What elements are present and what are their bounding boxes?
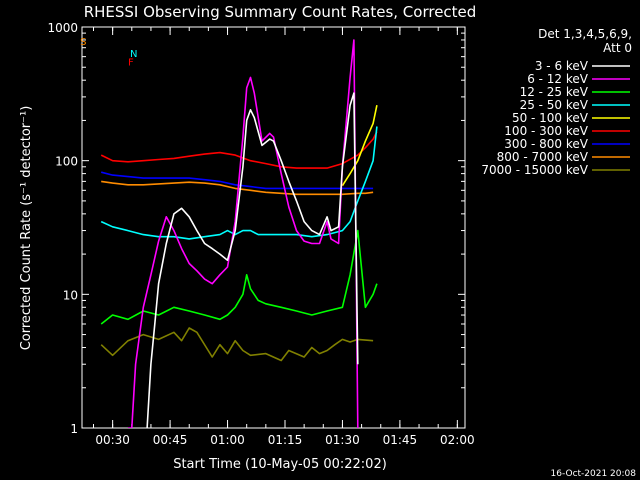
x-tick-label: 01:30 — [325, 433, 360, 447]
legend-label-4: 25 - 50 keV — [520, 98, 589, 112]
series-line-8 — [101, 180, 374, 196]
series-line-1 — [146, 92, 359, 428]
series-line-4 — [100, 126, 378, 240]
legend-label-9: 7000 - 15000 keV — [481, 163, 588, 177]
y-tick-label: 100 — [55, 155, 78, 169]
legend-label-2: 6 - 12 keV — [527, 72, 589, 86]
marker-label-n: N — [130, 49, 137, 60]
marker-label-s: S — [80, 37, 86, 48]
x-tick-label: 01:15 — [268, 433, 303, 447]
series-line-2 — [128, 39, 359, 428]
marker-label-f: F — [128, 58, 134, 69]
x-axis-label: Start Time (10-May-05 00:22:02) — [173, 457, 387, 472]
x-tick-label: 02:00 — [440, 433, 475, 447]
x-tick-label: 00:45 — [153, 433, 188, 447]
x-tick-label: 01:00 — [210, 433, 245, 447]
legend-label-3: 12 - 25 keV — [520, 85, 589, 99]
legend-label-7: 300 - 800 keV — [504, 137, 588, 151]
legend-label-8: 800 - 7000 keV — [497, 150, 589, 164]
series-line-7 — [101, 171, 374, 190]
chart-title: RHESSI Observing Summary Count Rates, Co… — [84, 3, 477, 21]
legend-header-detectors: Det 1,3,4,5,6,9, — [538, 27, 632, 41]
legend-label-5: 50 - 100 keV — [512, 111, 589, 125]
y-tick-label: 10 — [63, 288, 78, 302]
series-line-3 — [100, 229, 378, 325]
y-tick-label: 1 — [70, 422, 78, 436]
y-axis-label: Corrected Count Rate (s⁻¹ detector⁻¹) — [19, 106, 34, 351]
plot-layer: 1 10 100 1000 00:30 00:45 01:00 01:15 01:30 01:45… — [47, 21, 474, 447]
x-tick-label: 00:30 — [95, 433, 130, 447]
legend-label-1: 3 - 6 keV — [535, 59, 589, 73]
plot-frame — [81, 26, 466, 429]
series-line-5 — [341, 105, 378, 187]
legend-label-6: 100 - 300 keV — [504, 124, 588, 138]
footer-date: 16-Oct-2021 20:08 — [551, 469, 637, 479]
legend-header-attenuator: Att 0 — [603, 41, 632, 55]
x-tick-label: 01:45 — [383, 433, 418, 447]
series-group — [100, 39, 378, 428]
y-tick-label: 1000 — [47, 21, 78, 35]
series-line-9 — [100, 327, 374, 362]
series-line-6 — [100, 131, 378, 169]
